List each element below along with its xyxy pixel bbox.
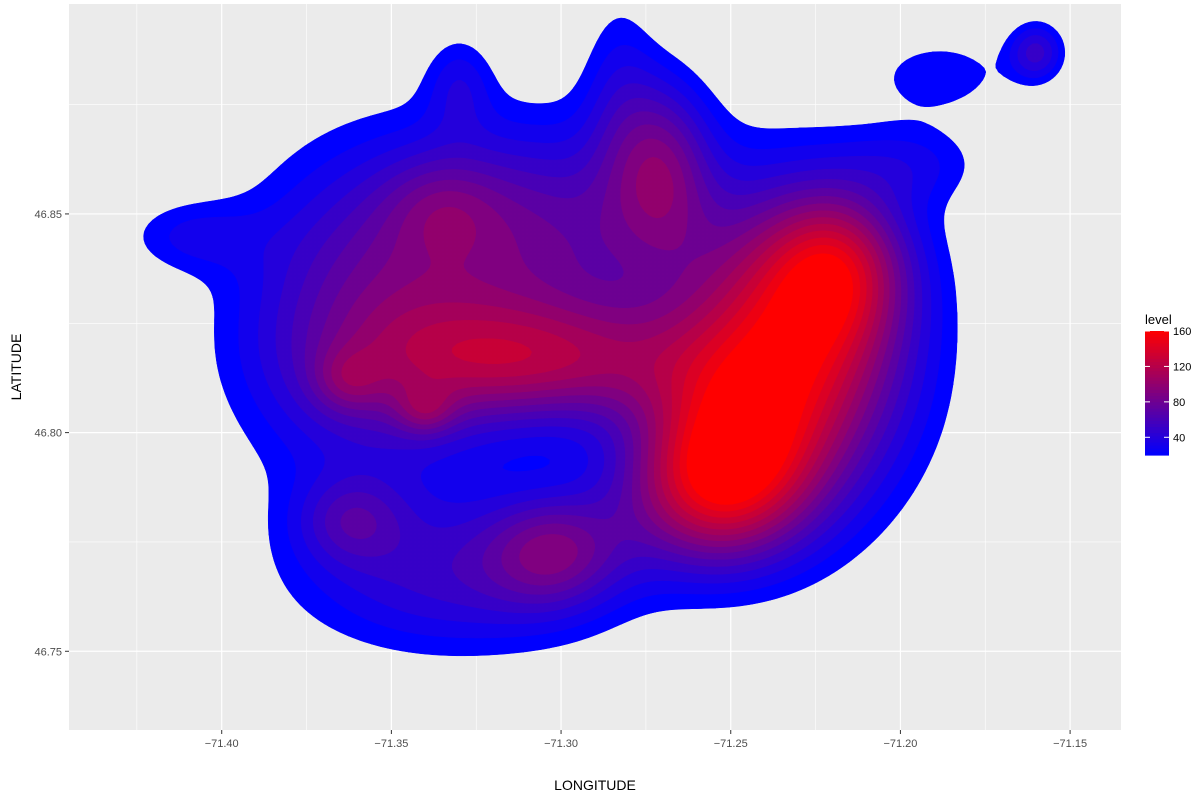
x-axis-title: LONGITUDE bbox=[554, 777, 636, 793]
legend-break-label: 120 bbox=[1173, 361, 1191, 373]
legend-break-label: 160 bbox=[1173, 326, 1191, 338]
x-tick-label: −71.25 bbox=[714, 738, 748, 750]
legend-break-label: 40 bbox=[1173, 432, 1185, 444]
x-tick-label: −71.30 bbox=[544, 738, 578, 750]
legend-title: level bbox=[1145, 312, 1172, 327]
x-tick-label: −71.15 bbox=[1053, 738, 1087, 750]
y-tick-label: 46.85 bbox=[34, 209, 62, 221]
x-tick-label: −71.40 bbox=[205, 738, 239, 750]
legend-color-step bbox=[1145, 452, 1169, 456]
y-tick-label: 46.80 bbox=[34, 428, 62, 440]
y-axis-title: LATITUDE bbox=[8, 334, 24, 401]
legend-break-label: 80 bbox=[1173, 397, 1185, 409]
x-tick-label: −71.20 bbox=[883, 738, 917, 750]
y-tick-label: 46.75 bbox=[34, 646, 62, 658]
plot-panel bbox=[69, 4, 1121, 730]
x-tick-label: −71.35 bbox=[374, 738, 408, 750]
